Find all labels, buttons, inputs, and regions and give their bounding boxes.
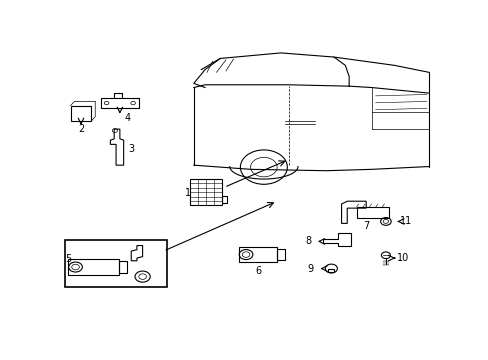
Bar	[101, 98, 139, 108]
Text: 4: 4	[124, 113, 130, 123]
Bar	[189, 179, 222, 205]
Bar	[356, 207, 388, 218]
Bar	[68, 260, 119, 275]
Bar	[119, 261, 127, 273]
Bar	[327, 269, 334, 273]
Text: 6: 6	[255, 266, 261, 275]
Bar	[239, 247, 277, 262]
Text: 9: 9	[306, 264, 312, 274]
Text: 10: 10	[396, 253, 408, 263]
Text: 2: 2	[78, 124, 84, 134]
Bar	[65, 240, 167, 287]
Bar	[222, 195, 226, 203]
Text: 11: 11	[399, 216, 411, 226]
Text: 8: 8	[305, 237, 311, 246]
Text: 5: 5	[65, 255, 71, 264]
Bar	[70, 105, 91, 121]
Text: 7: 7	[362, 221, 368, 231]
Text: 1: 1	[184, 188, 191, 198]
Text: 3: 3	[128, 144, 134, 153]
Bar	[277, 249, 284, 260]
